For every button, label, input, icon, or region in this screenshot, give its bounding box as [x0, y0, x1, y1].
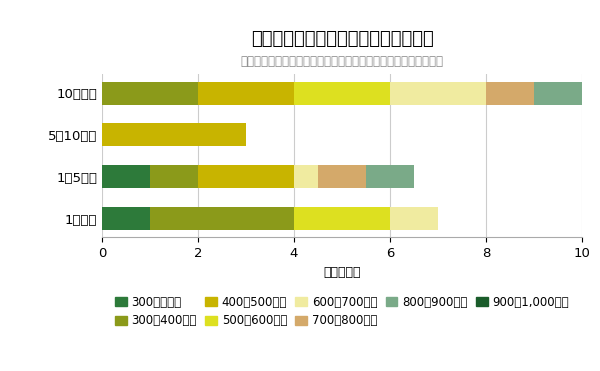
- Text: 出典：リーガルジョブボード「弁理士・特許技術者アンケート」: 出典：リーガルジョブボード「弁理士・特許技術者アンケート」: [241, 55, 443, 68]
- Bar: [102, 165, 150, 188]
- Bar: [318, 165, 366, 188]
- Bar: [150, 207, 294, 230]
- Bar: [294, 207, 390, 230]
- Bar: [102, 124, 246, 147]
- Bar: [102, 207, 150, 230]
- Bar: [294, 82, 390, 105]
- X-axis label: 人数（人）: 人数（人）: [323, 266, 361, 279]
- Bar: [366, 165, 414, 188]
- Bar: [486, 82, 534, 105]
- Bar: [534, 82, 582, 105]
- Legend: 300万円以下, 300〜400万円, 400〜500万円, 500〜600万円, 600〜700万円, 700〜800万円, 800〜900万円, 900〜1: 300万円以下, 300〜400万円, 400〜500万円, 500〜600万円…: [115, 296, 569, 328]
- Bar: [390, 207, 438, 230]
- Bar: [390, 82, 486, 105]
- Title: 【経験年数別】特許技術者の年収分布: 【経験年数別】特許技術者の年収分布: [251, 30, 433, 47]
- Bar: [294, 165, 318, 188]
- Bar: [582, 82, 600, 105]
- Bar: [150, 165, 198, 188]
- Bar: [102, 82, 198, 105]
- Bar: [198, 82, 294, 105]
- Bar: [198, 165, 294, 188]
